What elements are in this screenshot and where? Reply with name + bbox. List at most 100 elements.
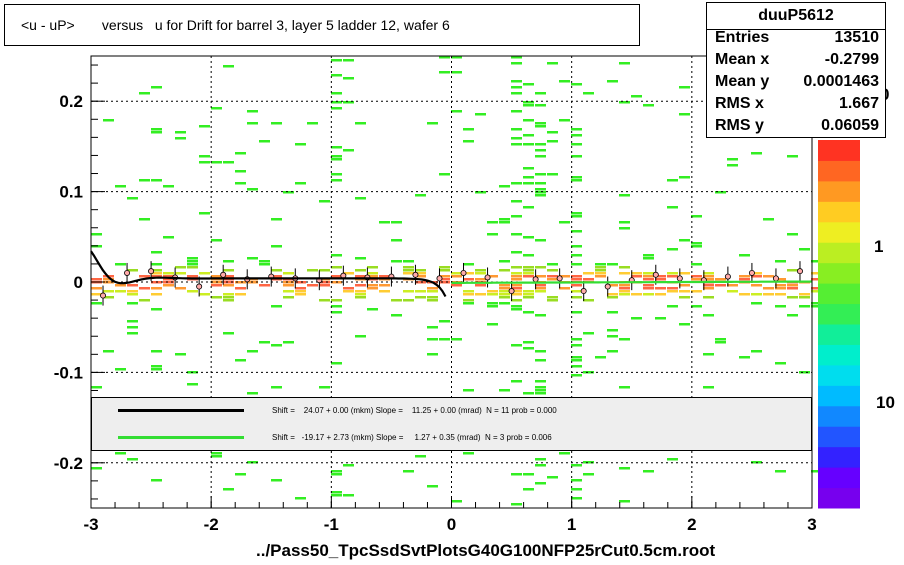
heatmap-cell (487, 290, 498, 293)
heatmap-cell (703, 296, 714, 299)
heatmap-cell (499, 296, 510, 299)
heatmap-cell (619, 467, 630, 470)
heatmap-cell (523, 119, 534, 122)
heatmap-cell (283, 281, 294, 284)
heatmap-cell (523, 347, 534, 350)
heatmap-cell (199, 293, 210, 296)
heatmap-cell (91, 287, 102, 290)
heatmap-cell (535, 194, 546, 197)
heatmap-cell (331, 146, 342, 149)
heatmap-cell (655, 287, 666, 290)
heatmap-cell (355, 275, 366, 278)
heatmap-cell (655, 317, 666, 320)
heatmap-cell (547, 278, 558, 281)
heatmap-cell (631, 272, 642, 275)
heatmap-cell (511, 110, 522, 113)
heatmap-cell (787, 284, 798, 287)
heatmap-cell (679, 323, 690, 326)
heatmap-cell (547, 62, 558, 65)
heatmap-cell (391, 239, 402, 242)
heatmap-cell (343, 272, 354, 275)
heatmap-cell (511, 299, 522, 302)
x-tick-label: -1 (324, 515, 339, 534)
heatmap-cell (595, 266, 606, 269)
heatmap-cell (727, 164, 738, 167)
heatmap-cell (283, 290, 294, 293)
stats-value: 1.667 (838, 95, 879, 112)
heatmap-cell (811, 290, 822, 293)
x-tick-label: 1 (567, 515, 576, 534)
profile-point (100, 292, 107, 299)
heatmap-cell (775, 278, 786, 281)
heatmap-cell (499, 185, 510, 188)
palette-swatch (818, 364, 860, 386)
y-tick-label: -0.2 (54, 454, 83, 473)
heatmap-cell (511, 80, 522, 83)
heatmap-cell (475, 293, 486, 296)
heatmap-cell (139, 275, 150, 278)
heatmap-cell (595, 272, 606, 275)
heatmap-cell (127, 326, 138, 329)
heatmap-cell (655, 278, 666, 281)
heatmap-cell (499, 260, 510, 263)
heatmap-cell (247, 461, 258, 464)
legend-entry-text: Shift = 24.07 + 0.00 (mkm) Slope = 11.25… (272, 406, 557, 415)
heatmap-cell (331, 155, 342, 158)
heatmap-cell (511, 215, 522, 218)
stats-divider (707, 29, 885, 30)
heatmap-cell (91, 302, 102, 305)
heatmap-cell (571, 284, 582, 287)
heatmap-cell (391, 260, 402, 263)
heatmap-cell (583, 461, 594, 464)
heatmap-cell (115, 368, 126, 371)
heatmap-cell (631, 95, 642, 98)
profile-point (196, 283, 203, 290)
heatmap-cell (475, 269, 486, 272)
heatmap-cell (223, 260, 234, 263)
profile-point (508, 288, 515, 295)
heatmap-cell (439, 338, 450, 341)
palette-swatch (818, 283, 860, 305)
heatmap-cell (703, 275, 714, 278)
fit-curve (451, 280, 813, 284)
heatmap-cell (511, 143, 522, 146)
heatmap-cell (523, 290, 534, 293)
heatmap-cell (427, 353, 438, 356)
heatmap-cell (415, 296, 426, 299)
heatmap-cell (667, 248, 678, 251)
heatmap-cell (463, 263, 474, 266)
fit-legend: Shift = 24.07 + 0.00 (mkm) Slope = 11.25… (91, 397, 812, 451)
heatmap-cell (151, 86, 162, 89)
heatmap-cell (151, 365, 162, 368)
heatmap-cell (187, 275, 198, 278)
heatmap-cell (151, 272, 162, 275)
heatmap-cell (691, 245, 702, 248)
heatmap-cell (607, 296, 618, 299)
profile-point (724, 273, 731, 280)
heatmap-cell (547, 275, 558, 278)
heatmap-cell (619, 284, 630, 287)
heatmap-cell (667, 305, 678, 308)
heatmap-cell (427, 326, 438, 329)
heatmap-cell (703, 284, 714, 287)
heatmap-cell (511, 233, 522, 236)
heatmap-cell (403, 470, 414, 473)
stats-row-mean-x: Mean x -0.2799 (715, 51, 879, 73)
heatmap-cell (571, 128, 582, 131)
heatmap-cell (379, 284, 390, 287)
heatmap-cell (523, 167, 534, 170)
profile-point (556, 275, 563, 282)
heatmap-cell (775, 260, 786, 263)
heatmap-cell (511, 200, 522, 203)
heatmap-cell (331, 311, 342, 314)
heatmap-cell (499, 221, 510, 224)
heatmap-cell (535, 359, 546, 362)
heatmap-cell (451, 71, 462, 74)
heatmap-cell (235, 281, 246, 284)
profile-point (436, 275, 443, 282)
heatmap-cell (403, 272, 414, 275)
heatmap-cell (439, 281, 450, 284)
heatmap-cell (235, 287, 246, 290)
heatmap-cell (559, 287, 570, 290)
heatmap-cell (571, 278, 582, 281)
